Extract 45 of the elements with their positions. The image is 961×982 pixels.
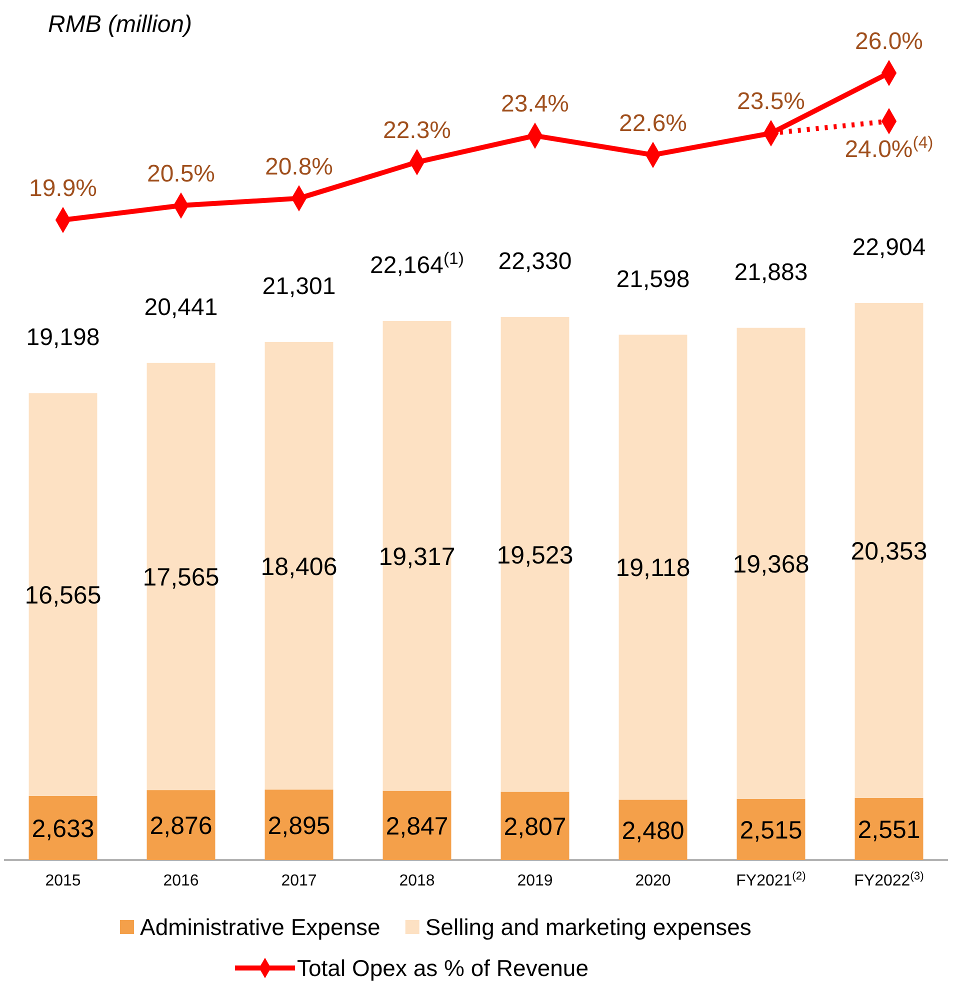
- x-tick-label: 2018: [399, 872, 435, 890]
- data-label: 19.9%: [28, 175, 98, 202]
- data-label: 2,876: [150, 812, 212, 840]
- data-label: 2,551: [858, 816, 920, 844]
- data-label: 2,480: [622, 816, 684, 845]
- data-label: 23.5%: [736, 88, 806, 116]
- legend-label: Total Opex as % of Revenue: [297, 955, 588, 981]
- total-label: 20,441: [144, 294, 218, 321]
- data-label: 17,565: [142, 563, 220, 592]
- data-label: 23.4%: [500, 90, 570, 118]
- data-label: 26.0%: [854, 28, 924, 55]
- x-tick-label: FY2022$^{(3)}$: [854, 870, 924, 890]
- data-label: 20.5%: [146, 160, 216, 188]
- data-label: 16,565: [24, 582, 102, 610]
- legend-label: Administrative Expense: [140, 914, 380, 940]
- data-label: 2,807: [504, 812, 566, 841]
- data-label: 19,317: [378, 542, 456, 571]
- total-label: 22,904: [852, 234, 926, 261]
- data-label: 2,633: [32, 814, 94, 843]
- data-label: 2,515: [740, 816, 802, 844]
- text: RMB (million): [48, 11, 192, 38]
- total-label: 21,301: [262, 272, 336, 300]
- x-tick-label: 2017: [281, 872, 317, 890]
- total-label: 22,164$^{(1)}$: [370, 248, 464, 279]
- legend-label: Selling and marketing expenses: [425, 914, 752, 940]
- data-label: 24.0%$^{(4)}$: [844, 132, 934, 164]
- total-label: 21,598: [616, 266, 690, 293]
- x-tick-label: FY2021$^{(2)}$: [736, 870, 806, 890]
- data-label: 20,353: [850, 537, 928, 566]
- total-label: 19,198: [26, 324, 100, 352]
- data-label: 22.6%: [618, 110, 688, 137]
- total-label: 22,330: [498, 248, 572, 275]
- total-label: 21,883: [734, 258, 808, 286]
- data-label: 18,406: [260, 552, 338, 581]
- data-label: 19,118: [616, 554, 690, 582]
- data-label: 2,895: [268, 812, 330, 840]
- data-label: 22.3%: [382, 117, 452, 144]
- x-tick-label: 2019: [517, 872, 553, 890]
- data-label: 20.8%: [264, 153, 334, 180]
- data-label: 2,847: [386, 812, 448, 840]
- x-tick-label: 2016: [163, 872, 199, 890]
- data-label: 19,368: [732, 550, 810, 578]
- x-tick-label: 2020: [635, 872, 671, 890]
- data-label: 19,523: [496, 541, 574, 570]
- x-tick-label: 2015: [45, 872, 81, 890]
